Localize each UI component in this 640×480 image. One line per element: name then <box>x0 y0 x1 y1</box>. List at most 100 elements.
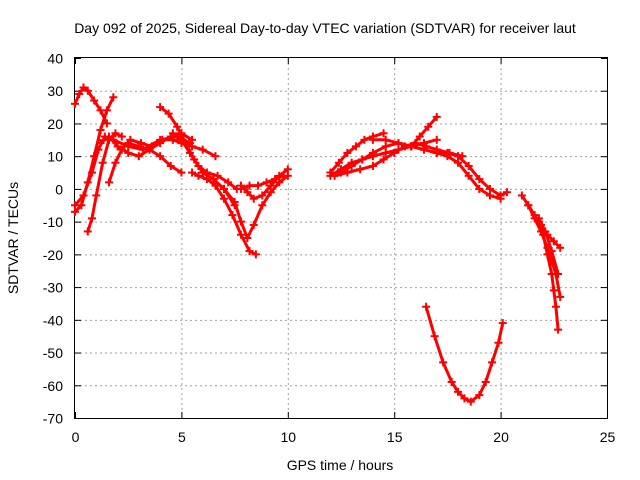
data-point <box>258 201 267 210</box>
data-point <box>368 148 377 157</box>
data-point <box>424 122 433 131</box>
data-point <box>262 178 271 187</box>
data-point <box>96 139 105 148</box>
data-point <box>422 302 431 311</box>
data-point <box>466 397 475 406</box>
data-point <box>145 145 154 154</box>
data-point <box>213 171 222 180</box>
data-point <box>356 165 365 174</box>
data-point <box>543 250 552 259</box>
data-series <box>71 83 565 406</box>
data-point <box>88 168 97 177</box>
data-point <box>177 135 186 144</box>
data-point <box>498 319 507 328</box>
chart-title: Day 092 of 2025, Sidereal Day-to-day VTE… <box>74 20 576 36</box>
y-tick-label: 30 <box>47 83 63 99</box>
series-arc-19 <box>407 112 441 151</box>
data-point <box>381 135 390 144</box>
y-tick-label: -50 <box>43 345 63 361</box>
series-arc-13 <box>236 171 288 193</box>
data-point <box>102 106 111 115</box>
data-point <box>117 132 126 141</box>
data-point <box>254 181 263 190</box>
data-point <box>460 394 469 403</box>
data-point <box>243 234 252 242</box>
data-point <box>454 387 463 396</box>
y-tick-label: 10 <box>47 149 63 165</box>
data-point <box>464 171 473 180</box>
series-line <box>409 115 439 148</box>
series-arc-9 <box>168 129 241 193</box>
data-point <box>98 158 107 167</box>
data-point <box>556 292 565 301</box>
data-point <box>236 230 245 239</box>
data-point <box>488 358 497 367</box>
data-point <box>249 220 258 229</box>
series-arc-24 <box>534 214 563 278</box>
data-point <box>551 302 560 311</box>
data-point <box>194 171 203 180</box>
data-point <box>266 181 275 190</box>
y-tick-label: 40 <box>47 51 63 67</box>
data-point <box>279 171 288 180</box>
data-point <box>83 86 92 95</box>
series-line <box>339 141 503 201</box>
data-point <box>475 175 484 184</box>
series-arc-18 <box>368 135 511 200</box>
series-line <box>424 305 505 404</box>
x-tick-label: 15 <box>387 429 403 445</box>
data-point <box>90 96 99 105</box>
data-point <box>360 135 369 144</box>
data-point <box>71 201 79 210</box>
data-point <box>251 250 260 259</box>
data-point <box>432 112 441 121</box>
x-tick-label: 20 <box>493 429 509 445</box>
data-point <box>249 194 258 203</box>
data-point <box>347 162 356 170</box>
data-point <box>447 378 456 386</box>
data-point <box>258 191 267 200</box>
data-point <box>219 194 228 203</box>
series-arc-11 <box>198 168 292 242</box>
data-point <box>236 217 245 226</box>
data-point <box>94 145 103 154</box>
series-arc-16 <box>330 139 467 180</box>
series-line <box>537 216 560 276</box>
data-point <box>432 135 441 144</box>
plot-frame <box>74 57 608 419</box>
data-point <box>554 325 563 334</box>
data-point <box>156 103 165 112</box>
x-tick-label: 0 <box>72 429 80 445</box>
data-point <box>88 214 97 223</box>
data-point <box>245 247 254 256</box>
data-point <box>556 243 565 252</box>
series-arc-2 <box>71 93 118 216</box>
data-point <box>164 109 173 118</box>
data-point <box>79 191 88 200</box>
data-point <box>464 162 473 170</box>
data-point <box>156 139 165 148</box>
data-point <box>494 338 503 347</box>
data-point <box>554 270 563 278</box>
y-tick-label: -10 <box>43 214 63 230</box>
grid <box>75 58 607 418</box>
data-point <box>198 145 207 154</box>
x-tick-label: 5 <box>178 429 186 445</box>
data-point <box>105 132 114 141</box>
data-point <box>92 191 101 200</box>
data-point <box>524 201 533 210</box>
y-tick-label: 20 <box>47 116 63 132</box>
data-point <box>228 211 237 220</box>
data-point <box>271 175 280 184</box>
data-point <box>230 198 239 206</box>
data-point <box>351 142 360 151</box>
x-axis-label: GPS time / hours <box>287 457 394 473</box>
data-point <box>209 175 218 184</box>
data-point <box>475 184 484 193</box>
data-point <box>111 129 120 138</box>
series-arc-1 <box>71 83 111 128</box>
data-point <box>75 90 84 98</box>
data-point <box>481 378 490 386</box>
data-point <box>177 168 186 177</box>
